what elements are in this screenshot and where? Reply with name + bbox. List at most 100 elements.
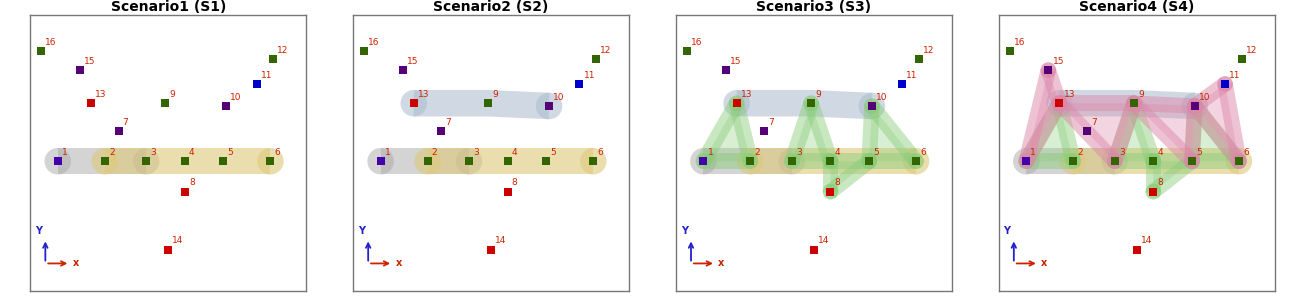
Point xyxy=(1037,68,1058,72)
Polygon shape xyxy=(750,148,916,175)
Point xyxy=(1126,247,1147,252)
Text: 13: 13 xyxy=(1064,90,1075,99)
Circle shape xyxy=(1188,98,1202,114)
Circle shape xyxy=(1126,95,1142,111)
Text: 14: 14 xyxy=(495,236,506,246)
Point xyxy=(1143,159,1164,164)
Text: 16: 16 xyxy=(46,38,57,47)
Point xyxy=(393,68,414,72)
Point xyxy=(891,82,912,86)
Point xyxy=(403,101,424,106)
Circle shape xyxy=(257,148,283,175)
Polygon shape xyxy=(1154,161,1191,192)
Text: 9: 9 xyxy=(1138,90,1144,99)
Circle shape xyxy=(1126,95,1142,111)
Point xyxy=(81,101,102,106)
Text: 6: 6 xyxy=(274,148,281,157)
Polygon shape xyxy=(1126,101,1160,164)
Circle shape xyxy=(864,98,880,114)
Text: 7: 7 xyxy=(769,118,774,127)
Point xyxy=(859,159,880,164)
Text: x: x xyxy=(73,258,78,268)
Circle shape xyxy=(367,148,394,175)
Polygon shape xyxy=(1195,84,1238,161)
Polygon shape xyxy=(1107,101,1142,164)
Polygon shape xyxy=(822,161,838,192)
Circle shape xyxy=(1126,95,1142,111)
Circle shape xyxy=(1184,154,1199,169)
Polygon shape xyxy=(1060,90,1195,119)
Polygon shape xyxy=(1134,103,1195,161)
Text: 7: 7 xyxy=(445,118,452,127)
Circle shape xyxy=(1184,154,1199,169)
Circle shape xyxy=(784,154,800,169)
Point xyxy=(262,57,283,61)
Circle shape xyxy=(1065,154,1081,169)
Polygon shape xyxy=(1184,106,1202,162)
Polygon shape xyxy=(861,106,880,162)
Circle shape xyxy=(1101,148,1128,175)
Text: 4: 4 xyxy=(1158,148,1163,157)
Polygon shape xyxy=(1073,148,1238,175)
Point xyxy=(260,159,281,164)
Circle shape xyxy=(1181,93,1208,119)
Point xyxy=(136,159,157,164)
Text: 16: 16 xyxy=(692,38,702,47)
Text: 1: 1 xyxy=(61,148,68,157)
Circle shape xyxy=(861,154,877,169)
Point xyxy=(371,159,391,164)
Polygon shape xyxy=(1114,154,1154,169)
Point xyxy=(782,159,803,164)
Point xyxy=(583,159,604,164)
Point xyxy=(740,159,761,164)
Polygon shape xyxy=(1026,103,1073,161)
Text: 4: 4 xyxy=(835,148,840,157)
Text: 9: 9 xyxy=(170,90,175,99)
Text: 16: 16 xyxy=(368,38,380,47)
Text: 15: 15 xyxy=(1053,57,1064,66)
Polygon shape xyxy=(826,155,874,198)
Circle shape xyxy=(1231,154,1246,169)
Point xyxy=(820,189,840,194)
Text: 7: 7 xyxy=(123,118,128,127)
Text: 4: 4 xyxy=(512,148,517,157)
Point xyxy=(754,129,775,133)
Circle shape xyxy=(822,154,838,169)
Circle shape xyxy=(822,154,838,169)
Circle shape xyxy=(1184,154,1199,169)
Point xyxy=(1228,159,1249,164)
Circle shape xyxy=(1052,95,1067,111)
Point xyxy=(497,189,518,194)
Polygon shape xyxy=(1191,106,1238,161)
Text: 12: 12 xyxy=(923,46,934,55)
Text: 6: 6 xyxy=(1244,148,1249,157)
Circle shape xyxy=(1218,76,1233,92)
Polygon shape xyxy=(1189,101,1245,166)
Point xyxy=(715,68,736,72)
Circle shape xyxy=(861,154,877,169)
Circle shape xyxy=(804,95,820,111)
Circle shape xyxy=(1107,154,1122,169)
Point xyxy=(820,159,840,164)
Point xyxy=(158,247,179,252)
Text: 11: 11 xyxy=(1229,71,1241,80)
Polygon shape xyxy=(1019,99,1066,165)
Text: Y: Y xyxy=(35,226,42,236)
Circle shape xyxy=(908,154,924,169)
Point xyxy=(908,57,929,61)
Polygon shape xyxy=(414,90,549,119)
Polygon shape xyxy=(1041,68,1066,106)
Point xyxy=(1104,159,1125,164)
Circle shape xyxy=(1052,95,1067,111)
Text: x: x xyxy=(395,258,402,268)
Point xyxy=(1124,101,1144,106)
Circle shape xyxy=(1188,98,1202,114)
Circle shape xyxy=(864,98,880,114)
Text: 1: 1 xyxy=(707,148,714,157)
Title: Scenario1 (S1): Scenario1 (S1) xyxy=(111,0,226,14)
Text: 5: 5 xyxy=(551,148,556,157)
Polygon shape xyxy=(1026,70,1060,161)
Point xyxy=(1143,189,1164,194)
Polygon shape xyxy=(1054,98,1120,167)
Point xyxy=(155,101,176,106)
